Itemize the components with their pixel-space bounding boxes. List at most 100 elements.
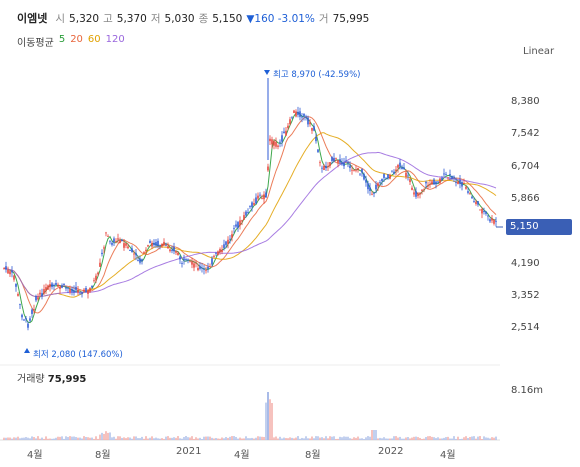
quote-header: 이엠넷 시 5,320 고 5,370 저 5,030 종 5,150 ▼160… (17, 10, 369, 26)
candle-body (83, 289, 85, 292)
candle-body (67, 287, 69, 289)
candle-body (181, 263, 183, 264)
volume-bar (103, 433, 105, 440)
volume-bar (453, 436, 455, 440)
scale-toggle-button[interactable]: Linear (523, 46, 555, 57)
candle-body (155, 242, 157, 246)
volume-bar (423, 438, 425, 440)
candle-body (397, 164, 399, 168)
volume-bar (365, 437, 367, 440)
volume-bar (19, 438, 21, 440)
volume-bar (267, 392, 269, 440)
volume-bar (263, 436, 265, 440)
open-value: 5,320 (69, 13, 100, 25)
candle-body (285, 130, 287, 136)
volume-bar (425, 437, 427, 440)
candle-body (335, 158, 337, 160)
volume-bar (227, 437, 229, 440)
volume-bar (493, 437, 495, 440)
volume-bar (7, 437, 9, 440)
volume-bar (259, 436, 261, 440)
volume-bars (3, 392, 497, 440)
candle-body (185, 259, 187, 260)
volume-bar (375, 430, 377, 440)
candle-body (241, 220, 243, 222)
candle-body (45, 287, 47, 291)
volume-bar (239, 437, 241, 440)
volume-bar (485, 437, 487, 440)
candle-body (303, 113, 305, 117)
moving-average-line (3, 116, 497, 314)
volume-bar (289, 437, 291, 440)
volume-bar (93, 438, 95, 440)
volume-bar (351, 438, 353, 440)
candle-body (217, 251, 219, 256)
candle-body (95, 275, 97, 281)
candle-body (445, 173, 447, 175)
volume-bar (83, 436, 85, 440)
candle-body (175, 250, 177, 253)
volume-bar (213, 438, 215, 440)
candle-body (345, 160, 347, 162)
volume-bar (469, 436, 471, 440)
volume-bar (319, 437, 321, 440)
volume-bar (193, 438, 195, 440)
candle-body (71, 288, 73, 292)
volume-bar (361, 438, 363, 440)
candle-body (13, 275, 15, 280)
volume-bar (381, 438, 383, 440)
volume-bar (315, 436, 317, 440)
candle-body (197, 268, 199, 271)
volume-bar (359, 438, 361, 440)
candle-body (159, 245, 161, 247)
candle-body (147, 245, 149, 247)
candle-body (371, 193, 373, 195)
volume-bar (443, 437, 445, 440)
candle-body (355, 169, 357, 171)
volume-bar (11, 438, 13, 440)
candle-body (369, 187, 371, 191)
volume-bar (235, 437, 237, 440)
volume-bar (399, 436, 401, 440)
volume-bar (209, 436, 211, 440)
volume-bar (311, 436, 313, 440)
candle-body (467, 191, 469, 193)
candle-body (323, 165, 325, 171)
volume-bar (269, 399, 271, 440)
y-axis-label: 8,380 (511, 96, 540, 107)
candle-body (455, 181, 457, 183)
volume-bar (153, 438, 155, 440)
volume-bar (355, 437, 357, 440)
candle-body (293, 110, 295, 113)
candle-body (493, 219, 495, 224)
candle-body (247, 212, 249, 213)
volume-bar (309, 438, 311, 440)
candle-body (205, 270, 207, 272)
candle-body (379, 182, 381, 183)
volume-bar (367, 436, 369, 440)
volume-bar (389, 438, 391, 440)
volume-bar (179, 438, 181, 440)
candle-body (367, 183, 369, 190)
moving-average-legend[interactable]: 이동평균 5 20 60 120 (17, 34, 125, 49)
candle-body (469, 193, 471, 195)
volume-bar (291, 437, 293, 440)
candle-body (215, 253, 217, 254)
volume-bar (173, 437, 175, 440)
candle-body (211, 258, 213, 265)
candle-body (143, 251, 145, 253)
candle-body (451, 175, 453, 179)
volume-bar (237, 438, 239, 440)
volume-bar (185, 436, 187, 440)
candle-body (277, 145, 279, 147)
volume-bar (471, 436, 473, 440)
volume-bar (25, 437, 27, 440)
candle-body (473, 201, 475, 202)
volume-bar (51, 438, 53, 440)
candle-body (411, 187, 413, 190)
candle-body (97, 272, 99, 275)
candle-body (93, 280, 95, 282)
candle-body (51, 283, 53, 287)
high-label: 고 (103, 13, 113, 25)
